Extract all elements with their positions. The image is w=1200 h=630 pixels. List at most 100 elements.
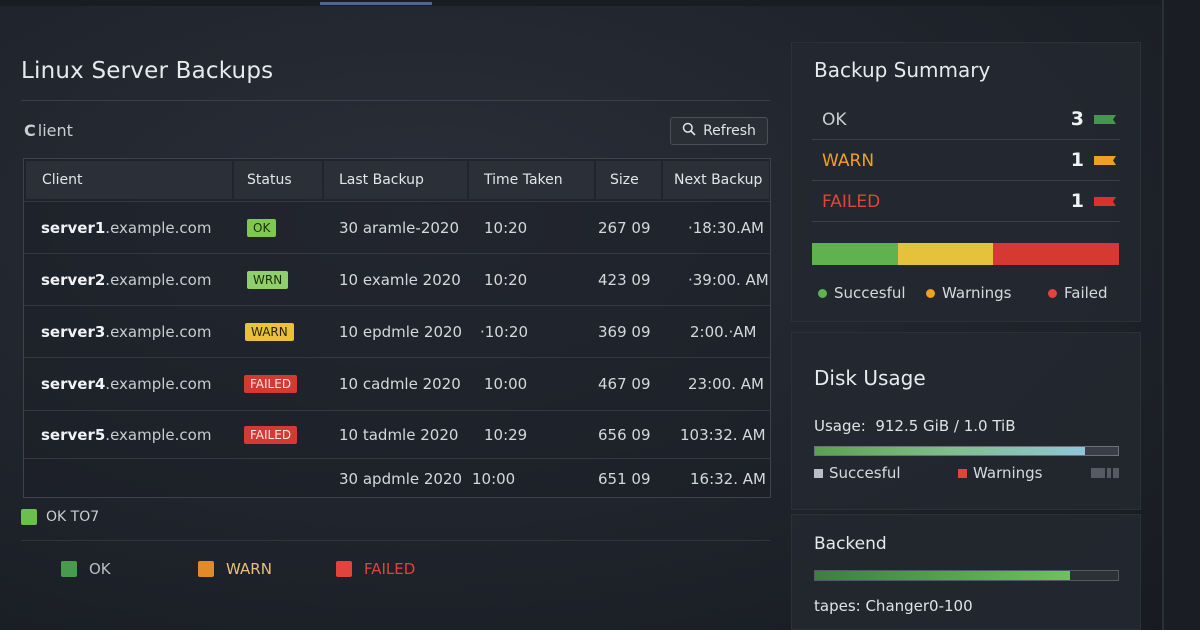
summary-row-ok: OK 3 [812, 100, 1120, 140]
failed-mini-icon [1094, 197, 1116, 206]
distribution-segment-warnings [897, 243, 994, 265]
table-row[interactable]: server5 .example.com FAILED 10 tadmle 202… [24, 410, 770, 458]
table-row[interactable]: server4 .example.com FAILED 10 cadmle 202… [24, 357, 770, 410]
client-filter[interactable]: C lient [24, 121, 73, 140]
size-cell: 369 09 [598, 322, 651, 341]
legend-warnings-label: Warnings [942, 284, 1012, 302]
backup-summary-panel: Backup Summary OK 3 WARN 1 FAILED 1 Succ… [791, 42, 1141, 322]
search-icon [682, 122, 696, 140]
legend-successful: Succesful [818, 284, 906, 302]
legend-failed-dot-label: Failed [1064, 284, 1108, 302]
column-header-status[interactable]: Status [234, 161, 322, 199]
disk-usage-label: Usage: [814, 417, 866, 435]
client-cell: server4 .example.com [41, 358, 211, 410]
time-taken-cell: 10:20 [484, 218, 528, 237]
table-row[interactable]: server1 .example.com OK 30 aramle-2020 10… [24, 201, 770, 253]
disk-usage-panel: Disk Usage Usage: 912.5 GiB / 1.0 TiB Su… [791, 332, 1141, 510]
title-divider [21, 100, 770, 101]
disk-usage-fill [815, 447, 1085, 455]
client-domain: .example.com [105, 375, 212, 393]
column-header-size[interactable]: Size [596, 161, 661, 199]
size-cell: 651 09 [598, 469, 651, 488]
active-tab-indicator[interactable] [320, 2, 432, 5]
disk-legend-successful-swatch [814, 468, 823, 478]
client-host: server4 [41, 375, 106, 393]
refresh-label: Refresh [703, 123, 756, 139]
client-host: server2 [41, 270, 106, 289]
client-cell: server2 .example.com [41, 254, 211, 305]
status-distribution-bar [812, 243, 1119, 265]
column-header-time-taken[interactable]: Time Taken [469, 161, 594, 199]
summary-ok-label: OK [822, 110, 847, 130]
distribution-segment-failed [993, 243, 1119, 265]
last-backup-cell: 30 apdmle 2020 [339, 469, 463, 488]
time-taken-cell: 10:00 [472, 469, 516, 488]
scrollbar-edge[interactable] [1162, 0, 1200, 630]
summary-row-warn: WARN 1 [812, 141, 1120, 181]
last-backup-cell: 10 examle 2020 [339, 270, 461, 289]
warn-mini-icon [1094, 156, 1116, 165]
client-domain: .example.com [105, 218, 212, 237]
legend-warn-swatch [198, 561, 214, 577]
backend-fill [815, 571, 1070, 580]
legend-ok-swatch [61, 561, 77, 577]
column-header-next-backup[interactable]: Next Backup [663, 161, 769, 199]
table-header: Client Status Last Backup Time Taken Siz… [24, 159, 770, 201]
legend-warnings: Warnings [926, 284, 1012, 302]
time-taken-cell: 10:20 [484, 270, 528, 289]
legend-failed: FAILED [336, 560, 415, 578]
disk-legend-successful-label: Succesful [829, 464, 901, 482]
ok-total-swatch [21, 509, 37, 525]
client-host: server3 [41, 322, 106, 341]
legend-ok: OK [61, 560, 111, 578]
size-cell: 656 09 [598, 425, 651, 444]
time-taken-cell: 10:29 [484, 425, 528, 444]
status-cell: OK [247, 202, 277, 253]
last-backup-cell: 10 cadmle 2020 [339, 375, 461, 393]
next-backup-cell: ·18:30.AM [688, 218, 764, 237]
legend-failed-dot-item: Failed [1048, 284, 1108, 302]
client-cell: server5 .example.com [41, 411, 211, 458]
disk-usage-bar [814, 446, 1119, 456]
summary-warn-count: 1 [1070, 149, 1084, 171]
status-badge: WRN [247, 270, 289, 289]
column-header-last-backup[interactable]: Last Backup [324, 161, 467, 199]
legend-warn: WARN [198, 560, 272, 578]
client-domain: .example.com [105, 270, 212, 289]
next-backup-cell: ·39:00. AM [688, 270, 769, 289]
main-panel: Linux Server Backups C lient Refresh Cli… [0, 40, 790, 630]
status-badge: FAILED [244, 375, 298, 393]
backup-summary-title: Backup Summary [814, 58, 991, 82]
next-backup-cell: 103:32. AM [680, 425, 766, 444]
summary-ok-count: 3 [1070, 108, 1084, 130]
legend-failed-dot [1048, 288, 1057, 298]
disk-legend-extra-icon [1091, 468, 1119, 478]
time-taken-cell: 10:00 [484, 375, 528, 393]
disk-legend-successful: Succesful [814, 464, 901, 482]
client-host: server5 [41, 425, 106, 444]
last-backup-cell: 10 tadmle 2020 [339, 425, 459, 444]
ok-total-label: OK TO7 [46, 509, 100, 525]
status-cell: WRN [247, 254, 289, 305]
client-domain: .example.com [105, 425, 212, 444]
summary-failed-count: 1 [1070, 190, 1084, 212]
refresh-button[interactable]: Refresh [670, 117, 768, 145]
table-row[interactable]: 30 apdmle 2020 10:00 651 09 16:32. AM [24, 458, 770, 498]
size-cell: 423 09 [598, 270, 651, 289]
table-row[interactable]: server3 .example.com WARN 10 epdmle 2020 … [24, 305, 770, 357]
legend-successful-label: Succesful [834, 284, 906, 302]
legend-failed-label: FAILED [364, 560, 416, 578]
legend-divider [21, 540, 770, 541]
table-row[interactable]: server2 .example.com WRN 10 examle 2020 1… [24, 253, 770, 305]
backups-table: Client Status Last Backup Time Taken Siz… [23, 158, 771, 498]
column-header-client[interactable]: Client [26, 161, 232, 199]
backend-tapes-text: tapes: Changer0-100 [814, 597, 973, 615]
disk-usage-value: 912.5 GiB / 1.0 TiB [875, 417, 1016, 435]
summary-failed-label: FAILED [822, 192, 881, 212]
disk-legend-warnings: Warnings [958, 464, 1043, 482]
page-title: Linux Server Backups [21, 58, 274, 84]
client-cell: server3 .example.com [41, 306, 211, 357]
disk-usage-title: Disk Usage [814, 366, 926, 390]
legend-warn-label: WARN [226, 560, 272, 578]
size-cell: 467 09 [598, 375, 651, 393]
